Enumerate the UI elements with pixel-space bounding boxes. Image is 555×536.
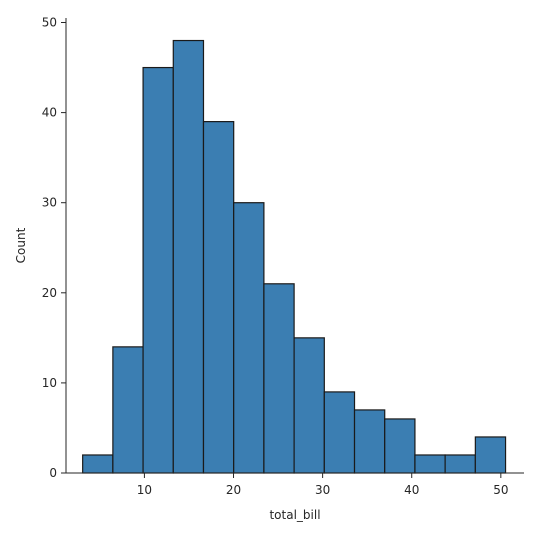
y-tick-label: 30 <box>42 196 57 210</box>
histogram-bar <box>202 121 235 474</box>
histogram-bar <box>384 418 416 474</box>
histogram-bar <box>353 409 386 474</box>
histogram-bar <box>233 202 265 474</box>
bars-group <box>82 39 507 474</box>
histogram-bar <box>444 454 476 474</box>
x-axis-label: total_bill <box>269 508 320 522</box>
y-tick-label: 50 <box>42 16 57 30</box>
x-tick-label: 10 <box>137 483 152 497</box>
histogram-bar <box>323 391 356 474</box>
histogram-bar <box>414 454 446 474</box>
x-ticks-group: 10 20 30 40 50 <box>137 473 508 497</box>
x-tick-label: 50 <box>493 483 508 497</box>
histogram-bar <box>142 66 174 474</box>
y-tick-label: 40 <box>42 106 57 120</box>
histogram-bar <box>263 283 295 474</box>
y-ticks-group: 0 10 20 30 40 50 <box>42 16 66 480</box>
x-tick-label: 20 <box>226 483 241 497</box>
x-tick-label: 40 <box>404 483 419 497</box>
y-tick-label: 0 <box>49 466 57 480</box>
histogram-bar <box>172 39 205 474</box>
histogram-bar <box>82 454 114 474</box>
y-tick-label: 20 <box>42 286 57 300</box>
histogram-bar <box>293 337 325 474</box>
y-axis-label: Count <box>14 227 28 263</box>
histogram-bar <box>112 346 144 474</box>
x-tick-label: 30 <box>315 483 330 497</box>
y-tick-label: 10 <box>42 376 57 390</box>
histogram-bar <box>474 436 507 474</box>
